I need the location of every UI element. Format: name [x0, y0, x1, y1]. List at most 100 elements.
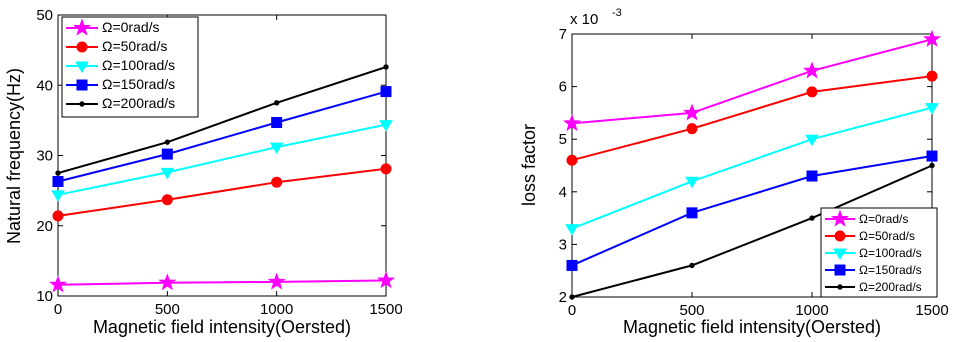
y-tick-label: 40	[36, 77, 53, 94]
x-tick-label: 1500	[915, 302, 948, 319]
data-point	[160, 167, 175, 180]
data-point	[161, 194, 173, 206]
legend-item: Ω=50rad/s	[66, 38, 167, 54]
series-2	[52, 163, 392, 222]
x-tick-label: 500	[155, 301, 180, 318]
y-tick-label: 20	[36, 218, 53, 235]
data-point	[52, 175, 64, 187]
chart-panel-2: 0 500 1000 1500 2 3 4 5 6 7 Magnetic field intensi…	[519, 7, 949, 337]
data-point	[55, 170, 61, 176]
legend-marker	[834, 230, 846, 242]
data-point	[686, 123, 698, 135]
x-tick-label: 0	[568, 302, 576, 319]
y-exponent-value: -3	[612, 7, 622, 19]
legend-item: Ω=150rad/s	[825, 263, 922, 277]
legend-label: Ω=150rad/s	[102, 76, 175, 92]
data-point	[562, 113, 582, 132]
data-point	[376, 271, 396, 289]
series-line	[57, 279, 387, 286]
series-line	[571, 106, 933, 230]
data-point	[805, 134, 819, 147]
data-point	[569, 294, 575, 300]
series-line	[57, 123, 387, 196]
legend-label: Ω=150rad/s	[859, 263, 922, 277]
data-point	[566, 259, 578, 271]
y-tick-label: 7	[559, 26, 567, 43]
legend-marker	[76, 41, 88, 53]
legend-item: Ω=0rad/s	[66, 18, 160, 36]
series-line	[571, 155, 933, 267]
x-axis-label: Magnetic field intensity(Oersted)	[93, 317, 351, 337]
data-point	[267, 272, 286, 290]
legend-label: Ω=200rad/s	[859, 280, 922, 294]
series-1	[48, 271, 396, 293]
y-tick-label: 2	[559, 289, 567, 306]
legend-marker	[72, 18, 92, 36]
legend-label: Ω=100rad/s	[102, 57, 175, 73]
data-point	[682, 103, 702, 121]
y-axis-label: loss factor	[519, 124, 539, 206]
series-line	[571, 38, 933, 125]
legend-item: Ω=100rad/s	[66, 57, 175, 73]
x-tick-label: 1000	[795, 302, 828, 319]
legend-marker	[79, 101, 85, 107]
legend-item: Ω=50rad/s	[825, 229, 915, 243]
data-point	[925, 103, 939, 115]
series-line	[571, 75, 933, 162]
data-point	[926, 70, 938, 82]
y-tick-label: 50	[36, 7, 53, 24]
y-axis-label: Natural frequency(Hz)	[4, 68, 24, 244]
data-point	[922, 29, 942, 47]
data-point	[806, 170, 818, 182]
series-4	[52, 86, 392, 187]
y-tick-label: 30	[36, 148, 53, 165]
data-point	[380, 163, 392, 175]
legend-item: Ω=200rad/s	[66, 95, 175, 111]
legend-marker	[75, 61, 89, 73]
legend-marker	[76, 79, 88, 91]
data-point	[383, 64, 389, 70]
series-2	[566, 70, 938, 166]
x-tick-label: 500	[679, 302, 704, 319]
data-point	[379, 120, 393, 132]
data-point	[686, 207, 698, 219]
data-point	[158, 273, 177, 291]
legend-label: Ω=0rad/s	[102, 19, 160, 35]
data-point	[271, 116, 283, 128]
y-tick-label: 5	[559, 131, 567, 148]
legend-marker	[837, 284, 843, 290]
series-line	[57, 66, 387, 175]
series-5	[569, 162, 935, 300]
data-point	[380, 86, 392, 98]
data-point	[565, 224, 579, 236]
data-point	[802, 61, 822, 79]
data-point	[806, 86, 818, 98]
legend-item: Ω=100rad/s	[825, 246, 922, 260]
y-tick-label: 6	[559, 79, 567, 96]
x-tick-label: 1000	[260, 301, 293, 318]
legend-label: Ω=0rad/s	[859, 212, 908, 226]
x-tick-label: 0	[54, 301, 62, 318]
data-point	[689, 262, 695, 269]
series-3	[565, 103, 939, 236]
data-point	[271, 176, 283, 188]
series-5	[55, 64, 389, 176]
legend-marker	[834, 264, 846, 276]
data-point	[52, 210, 64, 222]
data-point	[566, 154, 578, 166]
legend-marker	[833, 248, 847, 260]
data-point	[51, 190, 65, 202]
legend-label: Ω=100rad/s	[859, 246, 922, 260]
legend-item: Ω=150rad/s	[66, 76, 175, 92]
data-point	[48, 275, 68, 293]
series-line	[57, 90, 387, 183]
legend-label: Ω=50rad/s	[102, 38, 167, 54]
legend-label: Ω=200rad/s	[102, 95, 175, 111]
data-point	[161, 148, 173, 160]
chart-panel-1: 0 500 1000 1500 10 20 30 40 50 Magnetic field int…	[4, 7, 403, 337]
y-tick-label: 3	[559, 236, 567, 253]
data-point	[273, 100, 280, 106]
legend-label: Ω=50rad/s	[859, 229, 915, 243]
legend-item: Ω=200rad/s	[825, 280, 922, 294]
